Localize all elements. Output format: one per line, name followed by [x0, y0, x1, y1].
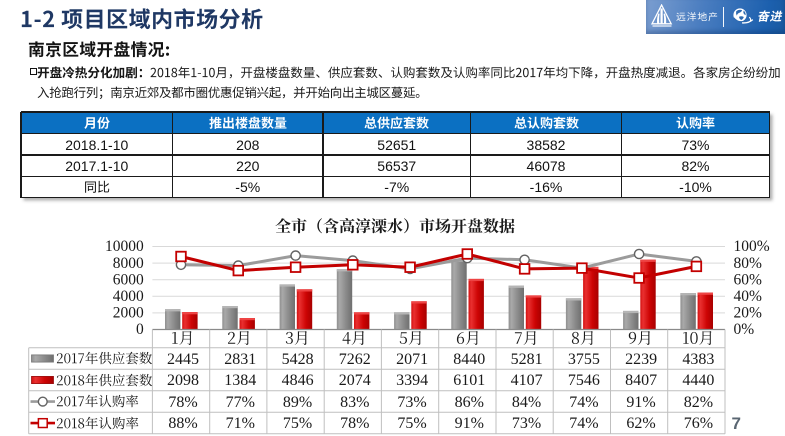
svg-text:6000: 6000 [113, 271, 144, 288]
svg-text:40%: 40% [734, 288, 763, 305]
svg-text:80%: 80% [734, 255, 763, 272]
svg-text:83%: 83% [340, 394, 369, 411]
svg-text:91%: 91% [455, 415, 484, 432]
svg-text:75%: 75% [283, 415, 312, 432]
svg-text:78%: 78% [340, 415, 369, 432]
svg-text:7546: 7546 [568, 372, 600, 389]
svg-text:74%: 74% [569, 415, 598, 432]
svg-text:75%: 75% [397, 415, 426, 432]
svg-text:5281: 5281 [511, 351, 543, 368]
svg-text:4440: 4440 [682, 372, 714, 389]
svg-text:8407: 8407 [625, 372, 657, 389]
svg-text:1384: 1384 [224, 372, 256, 389]
svg-text:4000: 4000 [113, 288, 144, 305]
svg-text:73%: 73% [397, 394, 426, 411]
svg-text:6101: 6101 [453, 372, 485, 389]
svg-text:8000: 8000 [113, 255, 144, 272]
svg-text:20%: 20% [734, 305, 763, 322]
svg-text:86%: 86% [455, 394, 484, 411]
svg-text:77%: 77% [226, 394, 255, 411]
svg-text:4383: 4383 [682, 351, 714, 368]
svg-text:2831: 2831 [224, 351, 256, 368]
svg-text:7262: 7262 [339, 351, 371, 368]
svg-text:88%: 88% [168, 415, 197, 432]
svg-text:89%: 89% [283, 394, 312, 411]
svg-text:78%: 78% [168, 394, 197, 411]
svg-text:82%: 82% [684, 394, 713, 411]
svg-text:73%: 73% [512, 415, 541, 432]
svg-text:4846: 4846 [282, 372, 314, 389]
svg-text:10000: 10000 [105, 238, 144, 255]
svg-text:3755: 3755 [568, 351, 600, 368]
svg-text:2098: 2098 [167, 372, 199, 389]
svg-text:76%: 76% [684, 415, 713, 432]
svg-text:0%: 0% [734, 321, 755, 338]
svg-text:2071: 2071 [396, 351, 428, 368]
svg-text:0: 0 [136, 321, 144, 338]
svg-text:84%: 84% [512, 394, 541, 411]
svg-text:2445: 2445 [167, 351, 199, 368]
svg-text:4107: 4107 [511, 372, 543, 389]
svg-text:5428: 5428 [282, 351, 314, 368]
svg-text:2239: 2239 [625, 351, 657, 368]
svg-text:8440: 8440 [453, 351, 485, 368]
svg-text:62%: 62% [626, 415, 655, 432]
svg-text:71%: 71% [226, 415, 255, 432]
svg-text:100%: 100% [734, 238, 770, 255]
svg-text:2074: 2074 [339, 372, 371, 389]
svg-text:74%: 74% [569, 394, 598, 411]
svg-text:2000: 2000 [113, 305, 144, 322]
svg-text:91%: 91% [626, 394, 655, 411]
svg-text:60%: 60% [734, 271, 763, 288]
svg-text:3394: 3394 [396, 372, 428, 389]
